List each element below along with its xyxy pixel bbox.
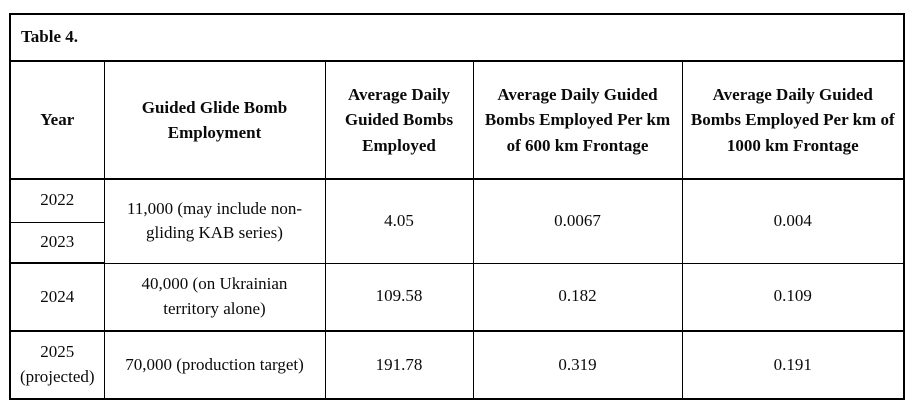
cell-avg-daily-2024: 109.58 <box>324 262 474 332</box>
table-row-2024: 2024 40,000 (on Ukrainian territory alon… <box>9 262 905 332</box>
cell-per-km-600-2025: 0.319 <box>472 330 683 400</box>
table-title-row: Table 4. <box>9 13 905 62</box>
cell-employment-2022-2023: 11,000 (may include non-gliding KAB seri… <box>103 178 326 264</box>
cell-per-km-1000-2025: 0.191 <box>681 330 905 400</box>
column-header-per-km-1000: Average Daily Guided Bombs Employed Per … <box>681 60 905 180</box>
cell-per-km-600-2024: 0.182 <box>472 262 683 332</box>
table-header-row: Year Guided Glide Bomb Employment Averag… <box>9 60 905 180</box>
table-row-2023: 2023 <box>9 221 904 264</box>
table-title: Table 4. <box>9 13 905 62</box>
table-row-2022: 2022 11,000 (may include non-gliding KAB… <box>9 178 905 264</box>
cell-per-km-1000-2024: 0.109 <box>681 262 905 332</box>
cell-employment-2025: 70,000 (production target) <box>103 330 326 400</box>
column-header-per-km-600: Average Daily Guided Bombs Employed Per … <box>472 60 683 180</box>
cell-avg-daily-2022-2023: 4.05 <box>324 178 474 264</box>
table-4: Table 4. Year Guided Glide Bomb Employme… <box>9 13 906 400</box>
table-row-2025: 2025 (projected) 70,000 (production targ… <box>9 330 905 400</box>
column-header-year: Year <box>9 60 105 180</box>
cell-year-2024: 2024 <box>9 262 105 332</box>
cell-year-2023: 2023 <box>9 221 105 264</box>
cell-per-km-1000-2022-2023: 0.004 <box>681 178 905 264</box>
cell-avg-daily-2025: 191.78 <box>324 330 474 400</box>
cell-employment-2024: 40,000 (on Ukrainian territory alone) <box>103 262 326 332</box>
cell-year-2022: 2022 <box>9 178 105 223</box>
column-header-avg-daily: Average Daily Guided Bombs Employed <box>324 60 474 180</box>
cell-per-km-600-2022-2023: 0.0067 <box>472 178 683 264</box>
cell-year-2025: 2025 (projected) <box>9 330 105 400</box>
column-header-employment: Guided Glide Bomb Employment <box>103 60 326 180</box>
